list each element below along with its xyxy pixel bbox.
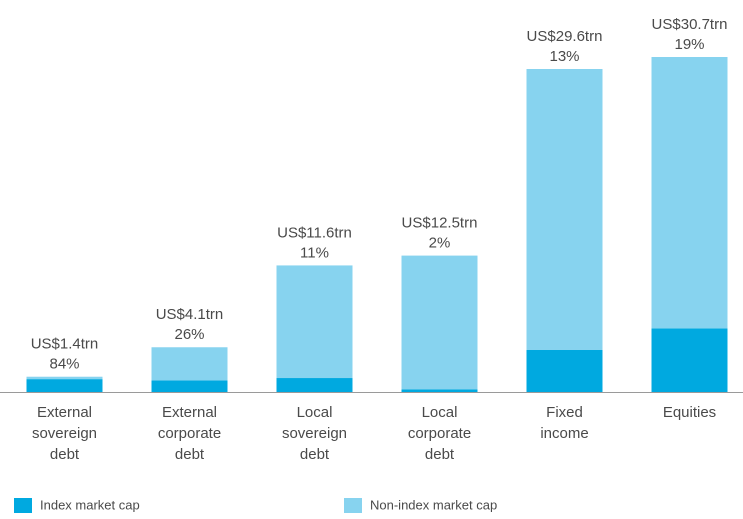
x-tick-label: corporate	[158, 425, 221, 442]
x-tick-label: Equities	[663, 404, 716, 421]
x-tick-label: debt	[425, 446, 455, 463]
bar-segment	[26, 379, 103, 392]
x-tick-label: corporate	[408, 425, 471, 442]
x-tick-label: sovereign	[32, 425, 97, 442]
data-label: 13%	[549, 48, 579, 65]
data-label: 26%	[174, 326, 204, 343]
bar-segment	[151, 380, 228, 392]
data-label: 11%	[300, 244, 329, 261]
data-label: 19%	[674, 36, 704, 53]
x-tick-label: Local	[422, 404, 458, 421]
bar-segment	[151, 347, 228, 381]
data-label: US$29.6trn	[527, 28, 603, 45]
bar-segment	[526, 349, 603, 392]
data-label: US$1.4trn	[31, 336, 99, 353]
bar-segment	[401, 389, 478, 392]
bar-segment	[26, 376, 103, 380]
bar-segment	[401, 255, 478, 390]
data-label: US$12.5trn	[402, 215, 478, 232]
data-label: US$4.1trn	[156, 306, 224, 323]
legend-label: Index market cap	[40, 497, 140, 512]
legend-swatch	[344, 498, 362, 513]
bar-segment	[651, 57, 728, 329]
x-tick-label: sovereign	[282, 425, 347, 442]
x-tick-label: Local	[297, 404, 333, 421]
bar-segment	[276, 378, 353, 392]
x-tick-label: debt	[175, 446, 205, 463]
data-label: US$30.7trn	[652, 16, 728, 33]
x-tick-label: income	[540, 425, 588, 442]
data-label: US$11.6trn	[277, 224, 352, 241]
x-tick-label: debt	[50, 446, 80, 463]
x-tick-label: External	[37, 404, 92, 421]
data-label: 84%	[49, 356, 79, 373]
data-label: 2%	[429, 235, 451, 252]
x-tick-label: Fixed	[546, 404, 583, 421]
bar-segment	[526, 69, 603, 350]
legend-swatch	[14, 498, 32, 513]
legend-label: Non-index market cap	[370, 497, 497, 512]
x-tick-label: debt	[300, 446, 330, 463]
bar-segment	[651, 328, 728, 392]
bar-segment	[276, 265, 353, 379]
x-tick-label: External	[162, 404, 217, 421]
